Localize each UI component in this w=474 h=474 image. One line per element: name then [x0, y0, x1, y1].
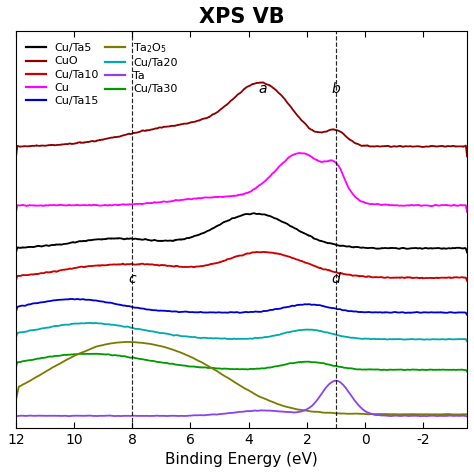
- X-axis label: Binding Energy (eV): Binding Energy (eV): [165, 452, 318, 467]
- Legend: Cu/Ta5, CuO, Cu/Ta10, Cu, Cu/Ta15, Ta$_2$O$_5$, Cu/Ta20, Ta, Cu/Ta30: Cu/Ta5, CuO, Cu/Ta10, Cu, Cu/Ta15, Ta$_2…: [21, 37, 182, 110]
- Text: $a$: $a$: [258, 82, 268, 96]
- Text: $d$: $d$: [330, 271, 341, 286]
- Text: $c$: $c$: [128, 272, 137, 286]
- Title: XPS VB: XPS VB: [199, 7, 284, 27]
- Text: $b$: $b$: [331, 81, 341, 96]
